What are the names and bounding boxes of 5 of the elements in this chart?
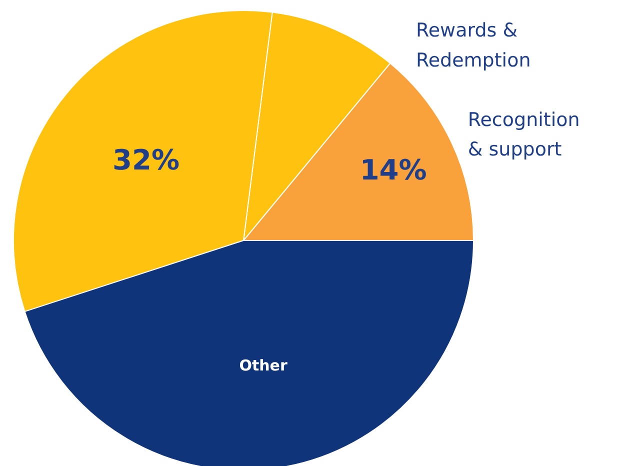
data-label: 32% xyxy=(112,143,180,176)
slice-label: Rewards & Redemption xyxy=(416,20,531,72)
data-label: 14% xyxy=(360,153,427,186)
slice-label: Other xyxy=(239,356,288,374)
slice-label: Recognition & support xyxy=(468,109,580,161)
